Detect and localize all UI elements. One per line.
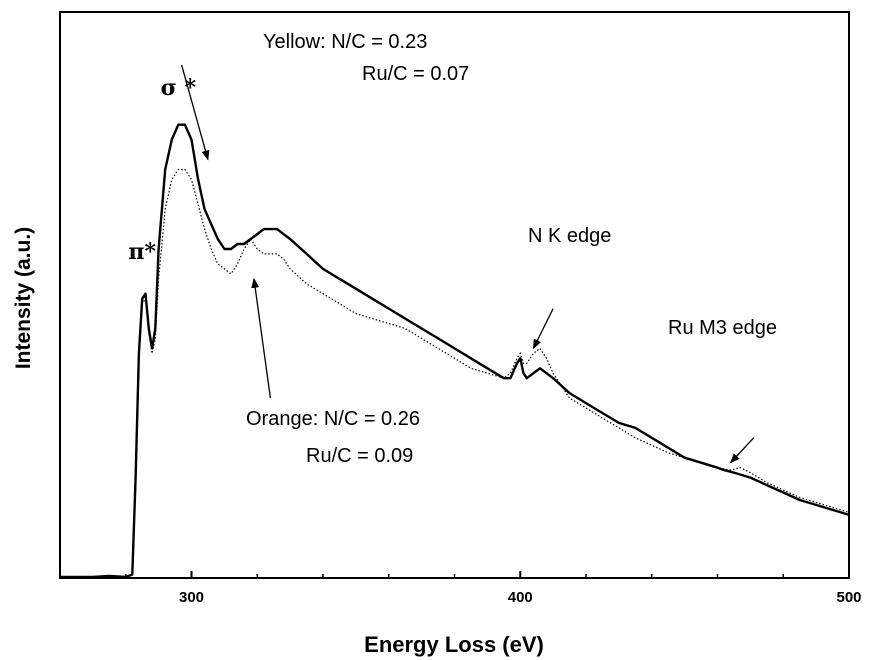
- x-axis-ticks: 300 400 500: [59, 571, 862, 606]
- annotation-arrow-4: [729, 437, 755, 464]
- annotation-arrow-1: [181, 64, 210, 161]
- annotations: Yellow: N/C = 0.23 Ru/C = 0.07 Orange: N/C…: [128, 31, 777, 467]
- series-orange: [60, 123, 850, 579]
- x-tick-label-300: 300: [179, 589, 204, 606]
- annotation-arrow-2: [251, 277, 272, 399]
- series-yellow: [60, 168, 850, 578]
- x-axis-title: Energy Loss (eV): [364, 632, 544, 657]
- peak-label-1: π*: [128, 239, 156, 265]
- series-lines: [60, 123, 850, 579]
- annotation-label-1: Yellow: N/C = 0.23: [263, 31, 427, 53]
- x-tick-label-500: 500: [836, 589, 861, 606]
- x-tick-label-400: 400: [508, 589, 533, 606]
- annotation-label-1-line2: Ru/C = 0.07: [362, 63, 469, 85]
- peak-label-2: σ *: [161, 75, 197, 101]
- annotation-arrow-3: [532, 308, 554, 350]
- annotation-label-4: Ru M3 edge: [668, 317, 777, 339]
- annotation-label-3: N K edge: [528, 225, 611, 247]
- annotation-label-2: Orange: N/C = 0.26: [246, 408, 420, 430]
- y-axis-title: Intensity (a.u.): [12, 227, 35, 369]
- annotation-label-2-line2: Ru/C = 0.09: [306, 445, 413, 467]
